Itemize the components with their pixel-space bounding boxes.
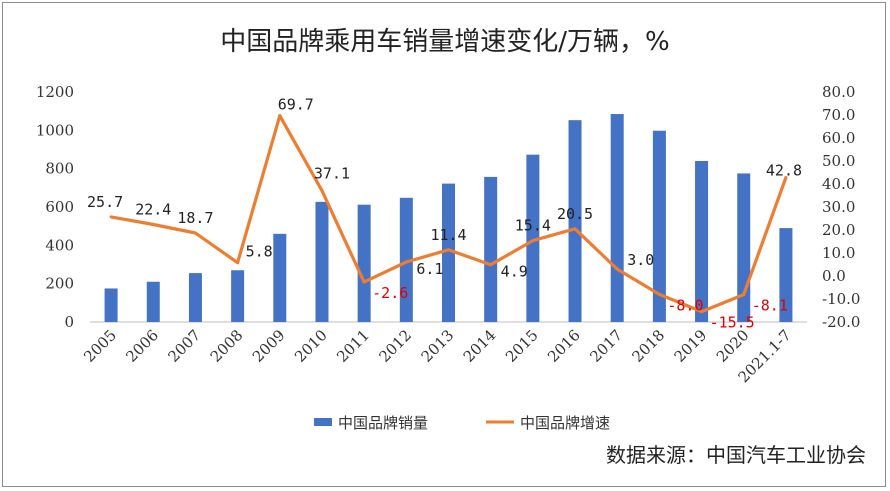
y-right-tick-label: 0.0: [822, 267, 846, 285]
y-left-tick-label: 1200: [36, 83, 74, 101]
bar: [737, 173, 751, 322]
x-tick-label: 2012: [375, 326, 415, 366]
line-point: [151, 222, 155, 226]
x-axis: 2005 2006 2007 2008 2009 2010 2011 2012 2013 2014…: [80, 326, 795, 386]
line-series: [109, 114, 788, 314]
legend-label-bar: 中国品牌销量: [338, 414, 428, 432]
y-right-axis: -20.0 -10.0 0.0 10.0 20.0 30.0 40.0 50.0 60.0 70.…: [822, 83, 860, 331]
data-label: 37.1: [314, 165, 350, 183]
x-tick-label: 2015: [502, 326, 542, 366]
data-label: 20.5: [557, 205, 593, 223]
x-tick-label: 2008: [207, 326, 247, 366]
data-label: 69.7: [278, 96, 314, 114]
y-right-tick-label: -20.0: [822, 313, 860, 331]
y-right-tick-label: 10.0: [822, 244, 855, 262]
x-tick-label: 2018: [628, 326, 668, 366]
y-left-tick-label: 200: [45, 275, 74, 293]
line-point: [362, 280, 366, 284]
bar-series: [104, 114, 793, 323]
x-tick-label: 2011: [333, 326, 373, 366]
x-tick-label: 2014: [460, 326, 500, 366]
x-tick-label: 2007: [165, 326, 205, 366]
data-label: -8.1: [752, 297, 788, 315]
data-label: 25.7: [87, 193, 123, 211]
y-left-tick-label: 400: [45, 236, 74, 254]
line-point: [742, 293, 746, 297]
y-right-tick-label: 20.0: [822, 221, 855, 239]
data-label: 15.4: [515, 217, 551, 235]
line-point: [531, 239, 535, 243]
line-data-labels: 25.7 22.4 18.7 5.8 69.7 37.1 -2.6 6.1 11.4 4.9 15.…: [87, 96, 802, 332]
bar: [273, 233, 287, 322]
y-left-tick-label: 800: [45, 160, 74, 178]
source-text: 数据来源：中国汽车工业协会: [606, 443, 866, 467]
data-label: 22.4: [135, 200, 171, 218]
x-tick-label: 2013: [418, 326, 458, 366]
line-point: [109, 215, 113, 219]
y-right-tick-label: 30.0: [822, 198, 855, 216]
y-left-axis: 0 200 400 600 800 1000 1200: [36, 83, 74, 331]
bar: [188, 273, 202, 322]
bar: [357, 204, 371, 322]
bar: [231, 270, 245, 322]
y-right-tick-label: 80.0: [822, 83, 855, 101]
bar: [652, 130, 666, 322]
data-label: 11.4: [430, 226, 466, 244]
line-point: [700, 310, 704, 314]
bar: [315, 201, 329, 322]
bar: [399, 197, 413, 322]
data-label: 4.9: [501, 263, 528, 281]
data-label: -15.5: [710, 314, 755, 332]
bar: [146, 281, 160, 322]
line-point: [236, 261, 240, 265]
line-point: [193, 231, 197, 235]
data-label: 6.1: [416, 260, 443, 278]
bar: [779, 228, 793, 322]
line-point: [573, 227, 577, 231]
x-tick-label: 2017: [586, 326, 626, 366]
bar: [526, 154, 540, 322]
chart-title: 中国品牌乘用车销量增速变化/万辆，%: [220, 27, 669, 57]
legend: 中国品牌销量 中国品牌增速: [314, 414, 610, 432]
bar: [442, 183, 455, 322]
y-right-tick-label: 40.0: [822, 175, 855, 193]
x-tick-label: 2019: [671, 326, 711, 366]
y-left-tick-label: 600: [45, 198, 74, 216]
x-tick-label: 2006: [122, 326, 162, 366]
data-label: -2.6: [372, 284, 408, 302]
data-label: -8.0: [667, 296, 703, 314]
data-label: 42.8: [766, 162, 802, 180]
legend-label-line: 中国品牌增速: [520, 414, 610, 432]
y-right-tick-label: 70.0: [822, 106, 855, 124]
line-point: [278, 114, 282, 118]
bar: [695, 161, 709, 322]
bar: [610, 114, 624, 323]
y-right-tick-label: 50.0: [822, 152, 855, 170]
x-tick-label: 2005: [80, 326, 120, 366]
bar: [568, 120, 582, 322]
data-label: 5.8: [246, 243, 273, 261]
x-tick-label: 2010: [291, 326, 331, 366]
y-left-tick-label: 0: [64, 313, 74, 331]
line-point: [489, 263, 493, 267]
line-point: [320, 189, 324, 193]
y-right-tick-label: 60.0: [822, 129, 855, 147]
line-point: [404, 260, 408, 264]
y-right-tick-label: -10.0: [822, 290, 860, 308]
line-point: [657, 292, 661, 296]
bar: [484, 176, 498, 322]
data-label: 3.0: [627, 251, 654, 269]
bar: [104, 288, 118, 322]
line-point: [447, 248, 450, 252]
x-tick-label: 2016: [544, 326, 584, 366]
x-tick-label: 2009: [249, 326, 289, 366]
line-point: [615, 267, 619, 271]
legend-swatch-bar: [314, 418, 332, 426]
y-left-tick-label: 1000: [36, 121, 74, 139]
line-point: [784, 176, 788, 180]
x-tick-label: 2020: [713, 326, 753, 366]
data-label: 18.7: [177, 209, 213, 227]
